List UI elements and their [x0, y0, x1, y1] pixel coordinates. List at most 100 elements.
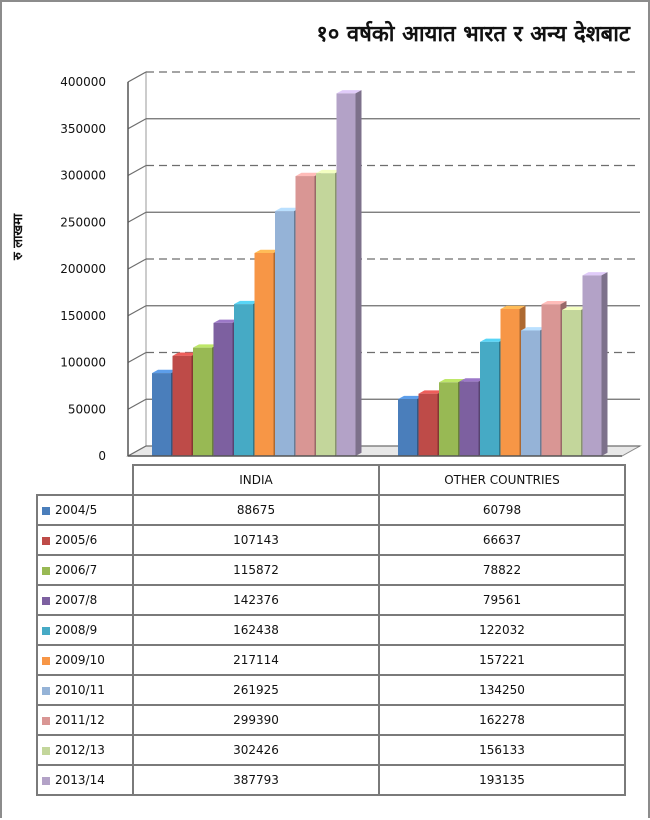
table-cell: 60798: [378, 494, 626, 526]
bar-2013/14: [582, 275, 602, 456]
bar-top: [336, 90, 362, 94]
legend-swatch: [42, 536, 50, 545]
bar-2004/5: [152, 373, 171, 456]
legend-label: 2008/9: [55, 623, 98, 637]
table-row: 2009/10 217114 157221: [36, 644, 626, 676]
legend-entry: 2009/10: [36, 644, 134, 676]
legend-swatch: [42, 656, 50, 665]
legend-swatch: [42, 686, 50, 695]
legend-swatch: [42, 566, 50, 575]
bar-top: [275, 207, 300, 212]
bar-side: [601, 272, 608, 456]
chart-title: १० वर्षको आयात भारत र अन्य देशबाट: [316, 22, 630, 47]
table-corner: [37, 465, 134, 496]
table-cell: 193135: [378, 764, 626, 796]
table-cell: 134250: [378, 674, 626, 706]
table-row: 2006/7 115872 78822: [36, 554, 626, 586]
bar-2007/8: [459, 381, 479, 456]
y-tick-label: 150000: [60, 309, 106, 323]
gridline-depth: [127, 445, 147, 457]
table-cell: 79561: [378, 584, 626, 616]
legend-entry: 2013/14: [36, 764, 134, 796]
bar-top: [582, 272, 608, 276]
bar-top: [172, 352, 198, 356]
gridline-depth: [127, 258, 147, 270]
bar-2012/13: [316, 173, 335, 456]
gridline-depth: [127, 71, 147, 83]
table-header-row: INDIA OTHER COUNTRIES: [37, 464, 626, 496]
bar-2013/14: [336, 93, 356, 456]
bar-top: [521, 327, 546, 331]
y-tick-label: 300000: [60, 169, 106, 183]
table-cell: 261925: [132, 674, 380, 706]
table-cell: 107143: [132, 524, 380, 556]
gridline-depth: [127, 118, 147, 130]
table-header-other-countries: OTHER COUNTRIES: [378, 464, 626, 496]
bar-2005/6: [172, 355, 192, 456]
bar-top: [459, 378, 485, 382]
y-tick-label: 50000: [68, 402, 106, 416]
table-row: 2005/6 107143 66637: [36, 524, 626, 556]
legend-label: 2005/6: [55, 533, 98, 547]
bar-top: [480, 338, 505, 342]
table-cell: 78822: [378, 554, 626, 586]
bar-2010/11: [275, 211, 294, 456]
table-cell: 157221: [378, 644, 626, 676]
table-row: 2010/11 261925 134250: [36, 674, 626, 706]
bar-top: [398, 395, 423, 400]
y-tick-label: 250000: [60, 215, 106, 229]
table-row: 2013/14 387793 193135: [36, 764, 626, 796]
bar-top: [234, 300, 259, 305]
table-cell: 122032: [378, 614, 626, 646]
bar-2011/12: [295, 176, 315, 456]
legend-swatch: [42, 716, 50, 725]
table-cell: 142376: [132, 584, 380, 616]
table-cell: 162278: [378, 704, 626, 736]
bar-top: [316, 169, 341, 174]
bar-top: [152, 369, 177, 374]
bar-2006/7: [439, 382, 458, 456]
bar-top: [213, 319, 239, 323]
table-header-india: INDIA: [132, 464, 380, 496]
legend-label: 2012/13: [55, 743, 105, 757]
legend-entry: 2004/5: [36, 494, 134, 526]
bar-top: [418, 390, 444, 394]
bar-top: [541, 300, 567, 305]
bar-top: [439, 379, 464, 383]
table-cell: 115872: [132, 554, 380, 586]
legend-entry: 2006/7: [36, 554, 134, 586]
legend-swatch: [42, 506, 50, 515]
legend-label: 2007/8: [55, 593, 98, 607]
gridline-depth: [127, 211, 147, 223]
y-tick-label: 200000: [60, 262, 106, 276]
legend-swatch: [42, 776, 50, 785]
bar-2011/12: [541, 304, 561, 456]
bar-2006/7: [193, 347, 212, 456]
table-cell: 156133: [378, 734, 626, 766]
gridline-depth: [127, 398, 147, 410]
bar-chart: 0 50000 100000 150000 200000 250000 300000 3500…: [60, 71, 642, 463]
legend-swatch: [42, 596, 50, 605]
table-row: 2004/5 88675 60798: [36, 494, 626, 526]
legend-entry: 2010/11: [36, 674, 134, 706]
bar-2007/8: [213, 322, 233, 456]
table-cell: 88675: [132, 494, 380, 526]
bar-2004/5: [398, 399, 417, 456]
data-table: INDIA OTHER COUNTRIES 2004/5 88675 60798 20…: [36, 464, 626, 796]
bar-2008/9: [480, 341, 499, 456]
table-cell: 387793: [132, 764, 380, 796]
gridline-depth: [127, 351, 147, 364]
y-tick-label: 100000: [60, 356, 106, 370]
table-cell: 66637: [378, 524, 626, 556]
table-cell: 217114: [132, 644, 380, 676]
legend-label: 2009/10: [55, 653, 105, 667]
table-row: 2012/13 302426 156133: [36, 734, 626, 766]
bar-2012/13: [562, 310, 581, 456]
legend-entry: 2005/6: [36, 524, 134, 556]
legend-label: 2013/14: [55, 773, 105, 787]
legend-label: 2006/7: [55, 563, 98, 577]
legend-entry: 2007/8: [36, 584, 134, 616]
y-tick-label: 350000: [60, 122, 106, 136]
table-row: 2008/9 162438 122032: [36, 614, 626, 646]
